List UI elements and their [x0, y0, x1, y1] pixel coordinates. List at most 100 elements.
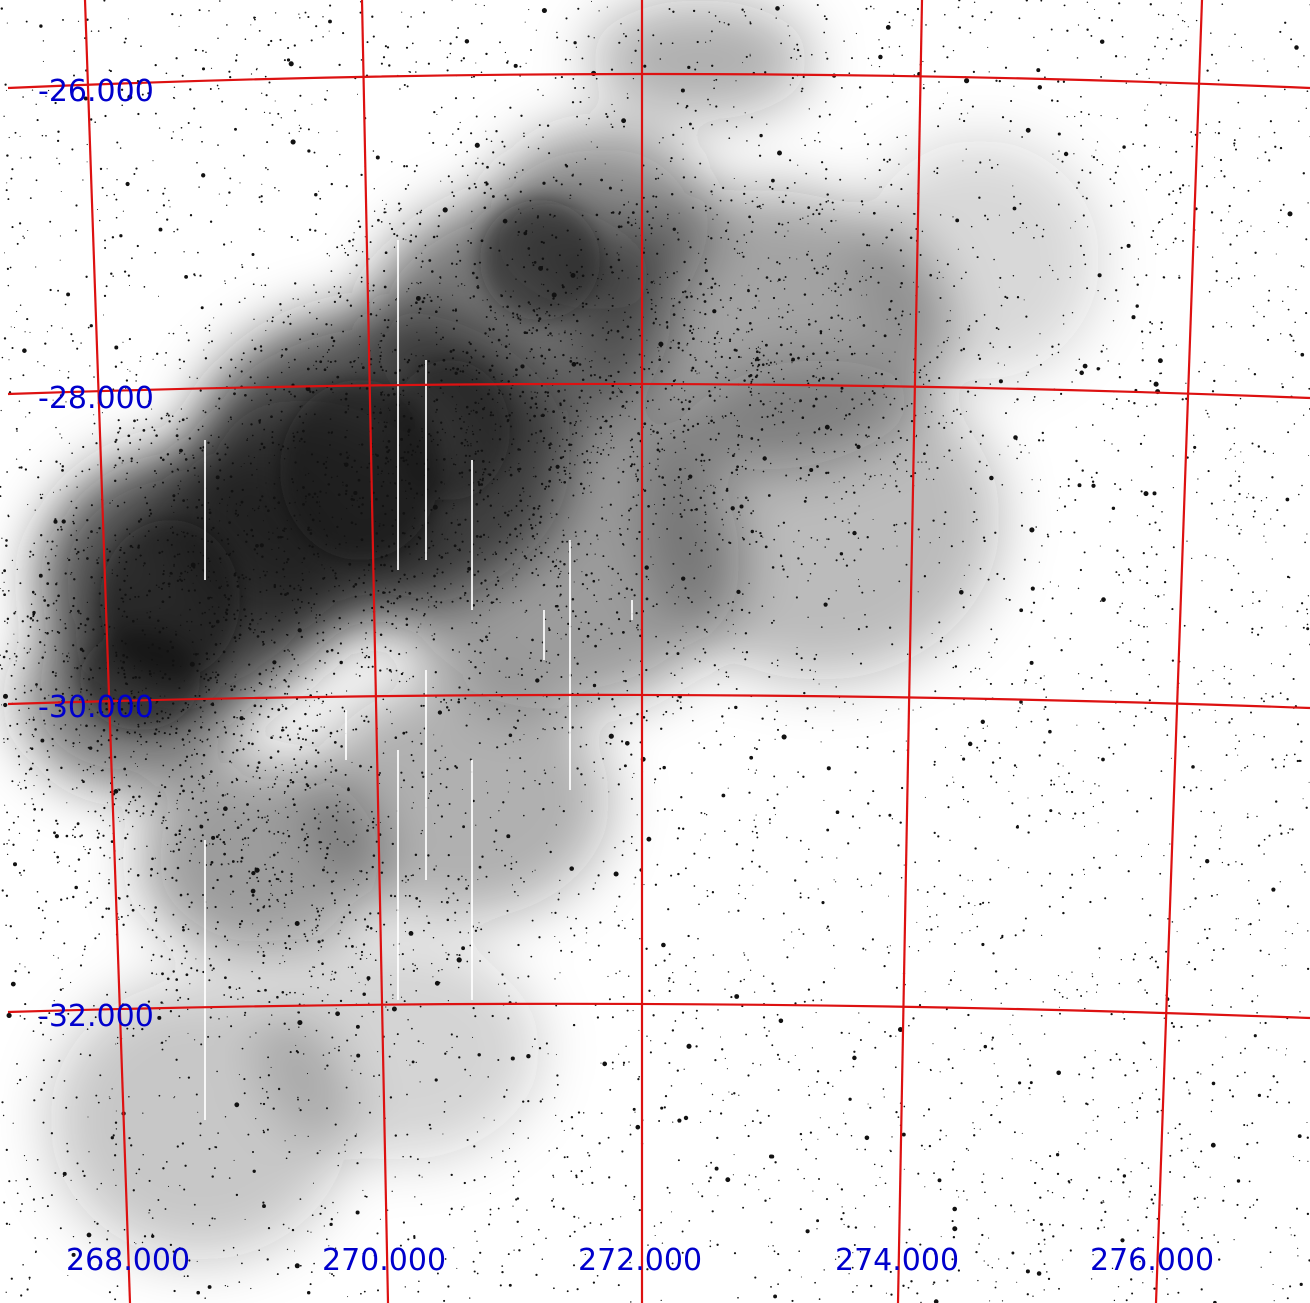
star — [1235, 234, 1238, 237]
star — [1234, 747, 1237, 750]
star — [952, 216, 954, 218]
star — [1265, 497, 1268, 499]
star — [1031, 479, 1033, 481]
star — [420, 704, 423, 708]
star — [889, 1034, 892, 1038]
star — [891, 1136, 893, 1138]
star — [680, 482, 682, 485]
star — [841, 317, 844, 320]
star — [279, 303, 282, 306]
star — [672, 981, 675, 984]
star — [1111, 1267, 1114, 1270]
star — [847, 1225, 850, 1228]
star — [19, 1015, 22, 1017]
star — [999, 756, 1002, 760]
star — [776, 261, 779, 264]
star — [1240, 863, 1243, 866]
star — [345, 945, 348, 948]
star — [433, 734, 435, 736]
star — [973, 1128, 975, 1130]
star — [809, 468, 814, 472]
star — [495, 598, 498, 601]
star — [608, 791, 610, 793]
star — [1234, 470, 1237, 472]
star — [17, 755, 21, 758]
star — [658, 1120, 661, 1122]
star — [917, 1172, 920, 1175]
star — [603, 357, 606, 360]
star — [307, 1230, 309, 1232]
star — [805, 358, 809, 361]
star — [932, 1043, 934, 1045]
star — [839, 178, 842, 181]
star — [944, 746, 947, 749]
star — [670, 672, 672, 674]
star — [466, 150, 468, 153]
star — [1118, 982, 1121, 985]
star — [660, 225, 663, 228]
star — [802, 75, 805, 79]
star — [750, 230, 753, 233]
star — [1299, 1011, 1301, 1013]
star — [992, 952, 995, 955]
star — [156, 211, 158, 214]
star — [761, 717, 764, 720]
star — [577, 7, 580, 10]
star — [651, 424, 653, 427]
star — [288, 61, 294, 67]
star — [106, 194, 108, 197]
star — [756, 1109, 759, 1112]
star — [621, 514, 623, 517]
star — [354, 1134, 357, 1138]
star — [360, 315, 363, 317]
star — [521, 551, 523, 553]
star — [380, 221, 383, 223]
star — [845, 490, 848, 493]
star — [758, 144, 760, 147]
star — [470, 227, 473, 230]
star — [717, 1195, 719, 1197]
star — [1061, 160, 1064, 163]
star — [715, 78, 718, 81]
star — [352, 728, 355, 731]
star — [207, 1285, 212, 1289]
star — [129, 370, 131, 372]
star — [1222, 1199, 1225, 1202]
star — [957, 1269, 961, 1272]
star — [1271, 887, 1276, 892]
star — [217, 37, 219, 39]
star — [257, 816, 260, 819]
star — [750, 529, 754, 534]
star — [973, 1134, 976, 1137]
star — [712, 309, 717, 314]
star — [809, 669, 811, 671]
star — [1241, 987, 1244, 990]
star — [238, 1074, 240, 1076]
star — [972, 1122, 974, 1124]
star — [701, 1027, 704, 1030]
star — [204, 357, 208, 360]
star — [1161, 1204, 1163, 1206]
star — [1110, 19, 1114, 22]
star — [570, 405, 572, 407]
star — [391, 679, 392, 681]
star — [180, 126, 183, 129]
star — [319, 821, 322, 823]
star — [744, 14, 747, 17]
star — [997, 859, 999, 861]
star — [75, 475, 77, 477]
star — [635, 611, 638, 615]
star — [183, 680, 185, 682]
star — [1026, 1222, 1028, 1224]
star — [822, 293, 824, 296]
star — [683, 1115, 689, 1121]
star — [1155, 1066, 1158, 1068]
star — [707, 341, 710, 343]
star — [257, 935, 259, 938]
star — [493, 570, 495, 573]
star — [258, 196, 261, 199]
star — [504, 864, 507, 867]
star — [598, 1142, 601, 1145]
star — [352, 238, 355, 241]
star — [525, 62, 527, 64]
